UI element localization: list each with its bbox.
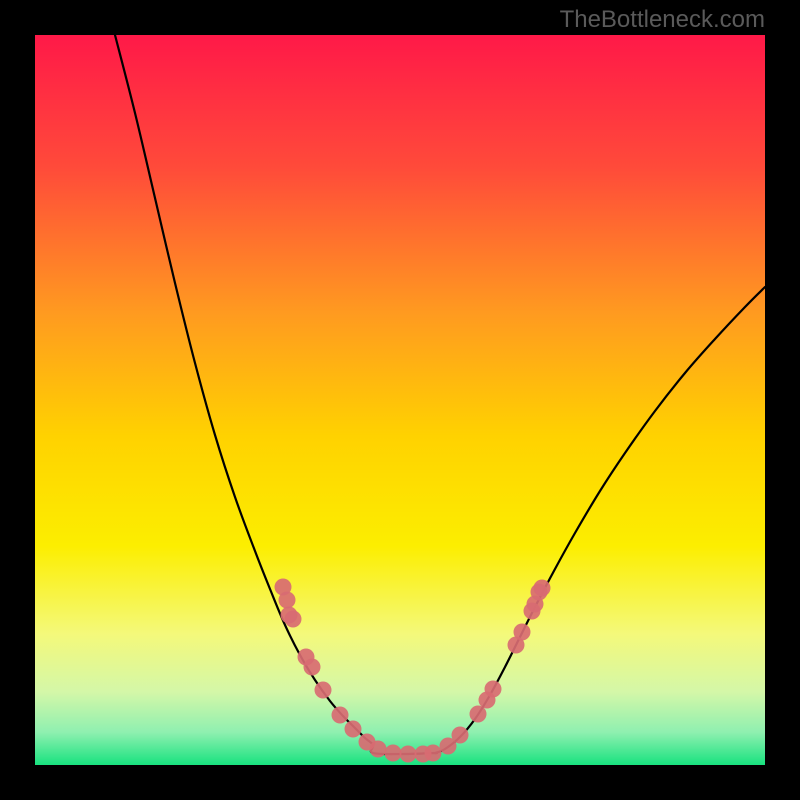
plot-area (35, 35, 765, 765)
data-dot (332, 707, 349, 724)
data-dot (285, 611, 302, 628)
watermark-text: TheBottleneck.com (560, 6, 765, 34)
data-dot (400, 746, 417, 763)
data-dot (452, 727, 469, 744)
chart-svg (35, 35, 765, 765)
data-dot (304, 659, 321, 676)
data-dot (385, 745, 402, 762)
data-dot (485, 681, 502, 698)
data-dot (315, 682, 332, 699)
data-dot (470, 706, 487, 723)
data-dot (425, 745, 442, 762)
data-dot (370, 741, 387, 758)
data-dot (345, 721, 362, 738)
data-dot (534, 580, 551, 597)
data-dot (279, 592, 296, 609)
data-dot (514, 624, 531, 641)
gradient-background (35, 35, 765, 765)
